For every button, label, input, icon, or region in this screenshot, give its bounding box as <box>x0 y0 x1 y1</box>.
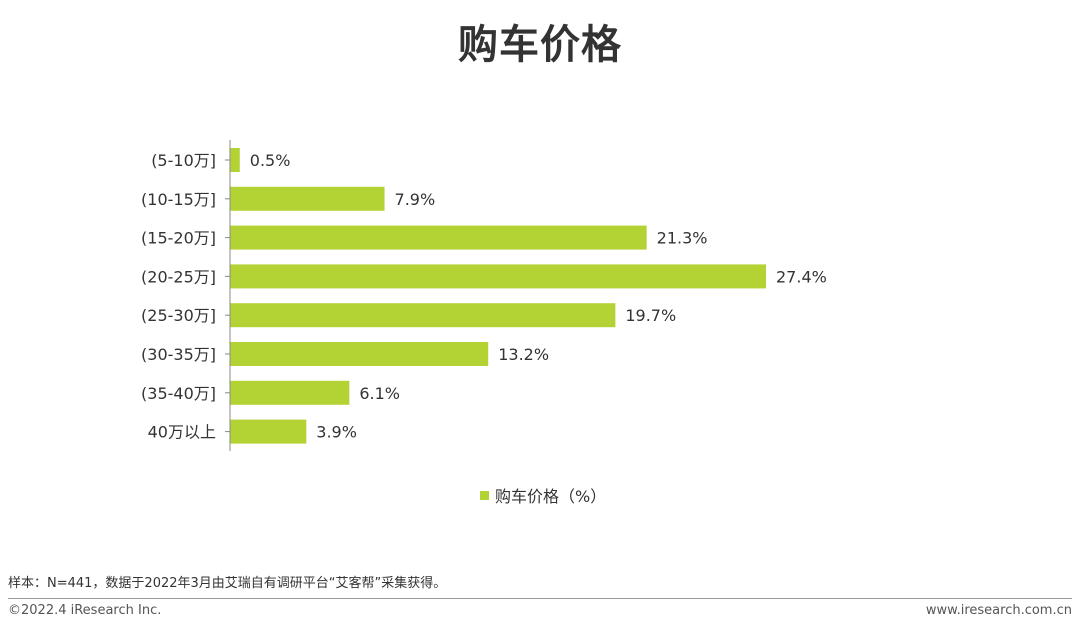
bar <box>230 419 307 444</box>
legend-swatch <box>480 490 489 500</box>
footer-divider <box>8 598 1072 599</box>
bar <box>230 264 766 289</box>
sample-note: 样本：N=441，数据于2022年3月由艾瑞自有调研平台“艾客帮”采集获得。 <box>8 576 447 591</box>
data-label: 21.3% <box>657 229 708 248</box>
bar <box>230 342 489 366</box>
category-label: (35-40万] <box>141 384 216 403</box>
category-label: (10-15万] <box>141 190 216 209</box>
legend-label: 购车价格（%） <box>495 487 607 506</box>
data-label: 7.9% <box>395 190 436 209</box>
legend: 购车价格（%） <box>480 483 606 507</box>
category-label: (5-10万] <box>151 151 216 170</box>
chart-title: 购车价格 <box>458 22 622 68</box>
category-label: 40万以上 <box>148 423 216 442</box>
website-link: www.iresearch.com.cn <box>925 603 1072 618</box>
category-label: (20-25万] <box>141 267 216 286</box>
data-label: 0.5% <box>250 151 291 170</box>
data-label: 19.7% <box>625 306 676 325</box>
category-label: (15-20万] <box>141 229 216 248</box>
bar-chart: (5-10万] 0.5% (10-15万] 7.9% (15-20万] 21.3% (20-… <box>141 140 827 451</box>
data-label: 27.4% <box>776 267 827 286</box>
bar <box>230 186 385 211</box>
bar <box>230 148 240 172</box>
category-label: (25-30万] <box>141 306 216 325</box>
data-label: 3.9% <box>316 423 357 442</box>
copyright: ©2022.4 iResearch Inc. <box>8 603 162 618</box>
bar <box>230 225 647 250</box>
bar <box>230 303 616 328</box>
data-label: 13.2% <box>498 345 549 364</box>
bar <box>230 380 350 405</box>
category-label: (30-35万] <box>141 345 216 364</box>
data-label: 6.1% <box>359 384 400 403</box>
